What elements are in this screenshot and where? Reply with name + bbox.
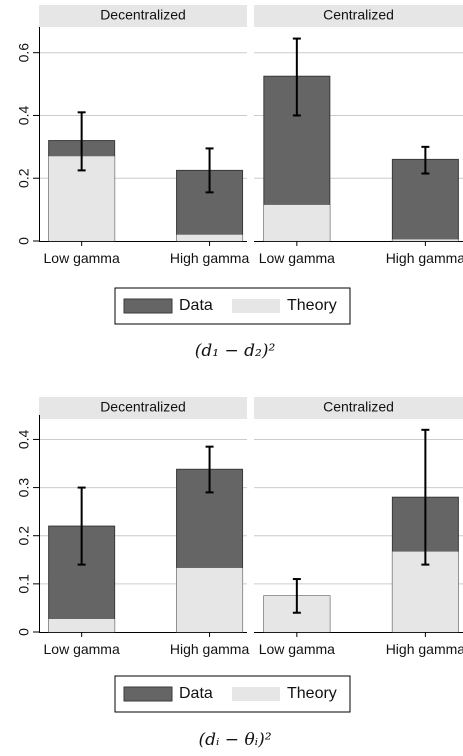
x-tick-label: High gamma	[170, 641, 250, 657]
legend: Data Theory	[115, 288, 350, 324]
y-tick-label: 0.2	[16, 168, 32, 188]
x-tick-label: Low gamma	[44, 250, 120, 266]
legend-swatch-data	[124, 299, 172, 313]
panel-strip-label: Decentralized	[100, 7, 186, 23]
legend: Data Theory	[115, 676, 350, 712]
panel-centralized: Centralized Low gamma High gamma	[254, 397, 463, 657]
theory-bar	[177, 235, 243, 241]
theory-bar	[392, 239, 458, 241]
x-tick-label: Low gamma	[259, 641, 335, 657]
y-tick-label: 0.1	[16, 574, 32, 594]
y-tick-label: 0	[16, 237, 32, 245]
chart-caption: (dᵢ − θᵢ)²	[198, 730, 271, 750]
x-tick-label: Low gamma	[44, 641, 120, 657]
legend-label-data: Data	[179, 297, 213, 314]
chart-2: 0 0.1 0.2 0.3 0.4 Decentralized Low gamma High …	[16, 397, 463, 750]
theory-bar	[264, 205, 330, 241]
y-tick-label: 0.4	[16, 430, 32, 450]
legend-swatch-theory	[232, 687, 280, 701]
y-tick-label: 0.6	[16, 43, 32, 63]
x-tick-label: Low gamma	[259, 250, 335, 266]
panel-decentralized: Decentralized Low gamma High gamma	[39, 5, 249, 266]
x-tick-label: High gamma	[386, 641, 463, 657]
y-tick-label: 0	[16, 628, 32, 636]
panel-strip-label: Decentralized	[100, 399, 186, 415]
panel-decentralized: Decentralized Low gamma High gamma	[39, 397, 249, 657]
chart-1: 0 0.2 0.4 0.6 Decentralized Low gamma High gam…	[16, 5, 463, 361]
panel-strip-label: Centralized	[323, 7, 394, 23]
x-tick-label: High gamma	[170, 250, 250, 266]
y-tick-label: 0.4	[16, 106, 32, 126]
x-tick-label: High gamma	[386, 250, 463, 266]
legend-label-data: Data	[179, 685, 213, 702]
y-tick-label: 0.3	[16, 478, 32, 498]
y-tick-label: 0.2	[16, 526, 32, 546]
legend-swatch-data	[124, 687, 172, 701]
legend-swatch-theory	[232, 299, 280, 313]
legend-label-theory: Theory	[287, 685, 337, 702]
panel-centralized: Centralized Low gamma High gamma	[254, 5, 463, 266]
chart-caption: (d₁ − d₂)²	[195, 341, 276, 361]
panel-strip-label: Centralized	[323, 399, 394, 415]
legend-label-theory: Theory	[287, 297, 337, 314]
theory-bar	[177, 568, 243, 632]
theory-bar	[49, 619, 115, 632]
